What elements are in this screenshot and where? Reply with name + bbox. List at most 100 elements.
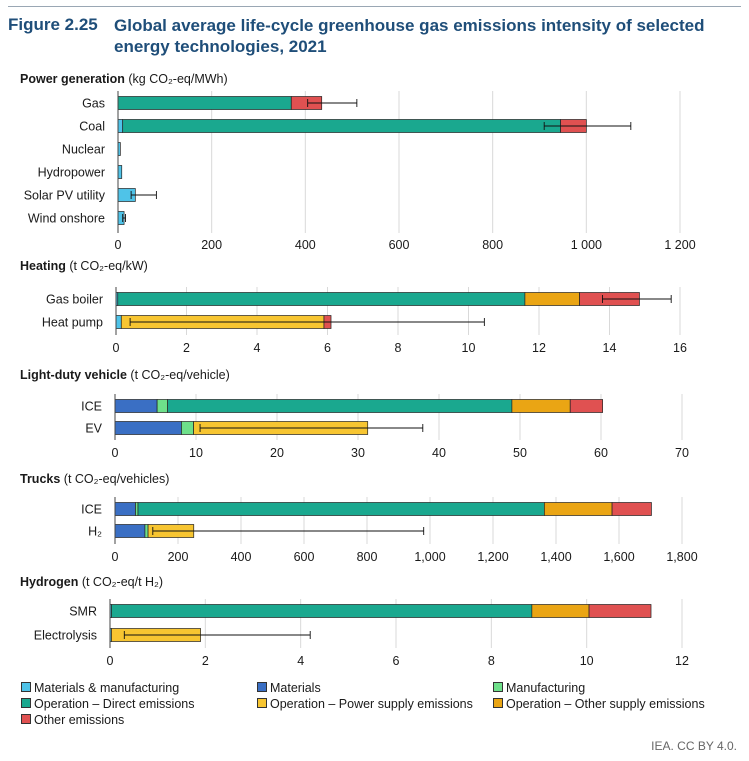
trucks-bar-ice-other_supply (543, 502, 613, 516)
power-generation-bar-gas-direct (117, 96, 292, 110)
light-duty-vehicle-bar-ev-manufacturing (181, 421, 194, 435)
trucks-category-label: ICE (81, 503, 102, 517)
light-duty-vehicle-tick-label: 60 (594, 446, 608, 460)
light-duty-vehicle-title-text: Light-duty vehicle (20, 368, 127, 382)
light-duty-vehicle-bar-ice-manufacturing (156, 399, 168, 413)
trucks-bar-ice-direct (137, 502, 545, 516)
heating-tick-label: 2 (183, 341, 190, 355)
legend-label: Operation – Power supply emissions (270, 697, 473, 711)
trucks-tick-label: 1,200 (477, 550, 508, 564)
power-generation-tick-label: 1 200 (664, 238, 695, 252)
hydrogen-title-text: Hydrogen (20, 575, 78, 589)
power-generation-tick-label: 0 (115, 238, 122, 252)
legend-swatch (257, 682, 267, 692)
heating-tick-label: 12 (532, 341, 546, 355)
trucks-tick-label: 200 (168, 550, 189, 564)
power-generation-category-label: Hydropower (38, 166, 105, 180)
legend-swatch (21, 682, 31, 692)
heating-tick-label: 0 (113, 341, 120, 355)
heating-bar-gas-boiler-other_supply (524, 292, 580, 306)
trucks-tick-label: 1,400 (540, 550, 571, 564)
legend-item-materials-manufacturing: Materials & manufacturing (21, 681, 179, 695)
legend-label: Materials & manufacturing (34, 681, 180, 695)
trucks-bar-h-manufacturing (144, 524, 149, 538)
power-generation-category-label: Nuclear (62, 143, 105, 157)
trucks-bar-ice-materials (114, 502, 136, 516)
heating-tick-label: 4 (254, 341, 261, 355)
chart-area: Power generation (kg CO₂-eq/MWh) Gas Coal N… (20, 72, 698, 668)
light-duty-vehicle-bar-ice-direct (167, 399, 513, 413)
light-duty-vehicle-bar-ice-other_supply (511, 399, 571, 413)
light-duty-vehicle-category-label: EV (85, 422, 102, 436)
power-generation-title-text: Power generation (20, 72, 125, 86)
legend-item-power-supply: Operation – Power supply emissions (257, 697, 473, 711)
power-generation-panel-title: Power generation (kg CO₂-eq/MWh) (20, 72, 228, 86)
legend-label: Materials (270, 681, 321, 695)
legend-item-other-supply: Operation – Other supply emissions (493, 697, 705, 711)
legend-label: Operation – Other supply emissions (506, 697, 705, 711)
trucks-bar-ice-other (611, 502, 652, 516)
hydrogen-tick-label: 8 (488, 654, 495, 668)
light-duty-vehicle-panel-title: Light-duty vehicle (t CO₂-eq/vehicle) (20, 368, 230, 382)
hydrogen-panel-title: Hydrogen (t CO₂-eq/t H₂) (20, 575, 163, 589)
power-generation-tick-label: 200 (201, 238, 222, 252)
hydrogen-tick-label: 6 (393, 654, 400, 668)
light-duty-vehicle-bar-ice-materials (114, 399, 158, 413)
trucks-panel-title: Trucks (t CO₂-eq/vehicles) (20, 472, 169, 486)
light-duty-vehicle-tick-label: 30 (351, 446, 365, 460)
power-generation-category-label: Coal (79, 120, 105, 134)
light-duty-vehicle-tick-label: 70 (675, 446, 689, 460)
hydrogen-tick-label: 10 (580, 654, 594, 668)
legend-swatch (493, 698, 503, 708)
credit-text: IEA. CC BY 4.0. (651, 739, 737, 753)
power-generation-bar-coal-materials_manufacturing (117, 119, 124, 133)
light-duty-vehicle-tick-label: 0 (112, 446, 119, 460)
heating-unit-text: (t CO₂-eq/kW) (66, 259, 148, 273)
hydrogen-bar-smr-other_supply (531, 604, 590, 618)
legend-swatch (257, 698, 267, 708)
trucks-bar-h-materials (114, 524, 146, 538)
light-duty-vehicle-tick-label: 10 (189, 446, 203, 460)
legend-item-materials: Materials (257, 681, 321, 695)
heating-bar-gas-boiler-direct (117, 292, 526, 306)
legend-label: Other emissions (34, 713, 125, 727)
hydrogen-bar-smr-direct (111, 604, 533, 618)
heating-tick-label: 16 (673, 341, 687, 355)
power-generation-category-label: Gas (82, 97, 105, 111)
figure-title: Global average life-cycle greenhouse gas… (114, 16, 705, 56)
power-generation-bar-hydropower-materials_manufacturing (117, 165, 123, 179)
power-generation-tick-label: 800 (482, 238, 503, 252)
power-generation-unit-text: (kg CO₂-eq/MWh) (125, 72, 228, 86)
power-generation-tick-label: 400 (295, 238, 316, 252)
trucks-unit-text: (t CO₂-eq/vehicles) (60, 472, 169, 486)
trucks-category-label: H₂ (88, 525, 102, 539)
legend-item-other: Other emissions (21, 713, 124, 727)
trucks-bar-ice-manufacturing (135, 502, 139, 516)
heating-title-text: Heating (20, 259, 66, 273)
hydrogen-tick-label: 2 (202, 654, 209, 668)
trucks-tick-label: 0 (112, 550, 119, 564)
heating-tick-label: 14 (603, 341, 617, 355)
legend-swatch (493, 682, 503, 692)
trucks-tick-label: 1,800 (666, 550, 697, 564)
legend-swatch (21, 698, 31, 708)
light-duty-vehicle-bar-ev-materials (114, 421, 182, 435)
heating-tick-label: 8 (395, 341, 402, 355)
trucks-tick-label: 800 (357, 550, 378, 564)
heating-category-label: Heat pump (42, 316, 103, 330)
hydrogen-unit-text: (t CO₂-eq/t H₂) (78, 575, 163, 589)
legend-label: Operation – Direct emissions (34, 697, 195, 711)
hydrogen-category-label: SMR (69, 605, 97, 619)
hydrogen-category-label: Electrolysis (34, 629, 97, 643)
heating-bar-heat-pump-materials_manufacturing (115, 315, 122, 329)
legend-item-direct: Operation – Direct emissions (21, 697, 194, 711)
light-duty-vehicle-tick-label: 40 (432, 446, 446, 460)
trucks-tick-label: 400 (231, 550, 252, 564)
trucks-title-text: Trucks (20, 472, 60, 486)
trucks-tick-label: 1,600 (603, 550, 634, 564)
top-rule (8, 6, 741, 7)
legend-item-manufacturing: Manufacturing (493, 681, 585, 695)
light-duty-vehicle-category-label: ICE (81, 400, 102, 414)
power-generation-tick-label: 600 (389, 238, 410, 252)
heating-category-label: Gas boiler (46, 293, 103, 307)
